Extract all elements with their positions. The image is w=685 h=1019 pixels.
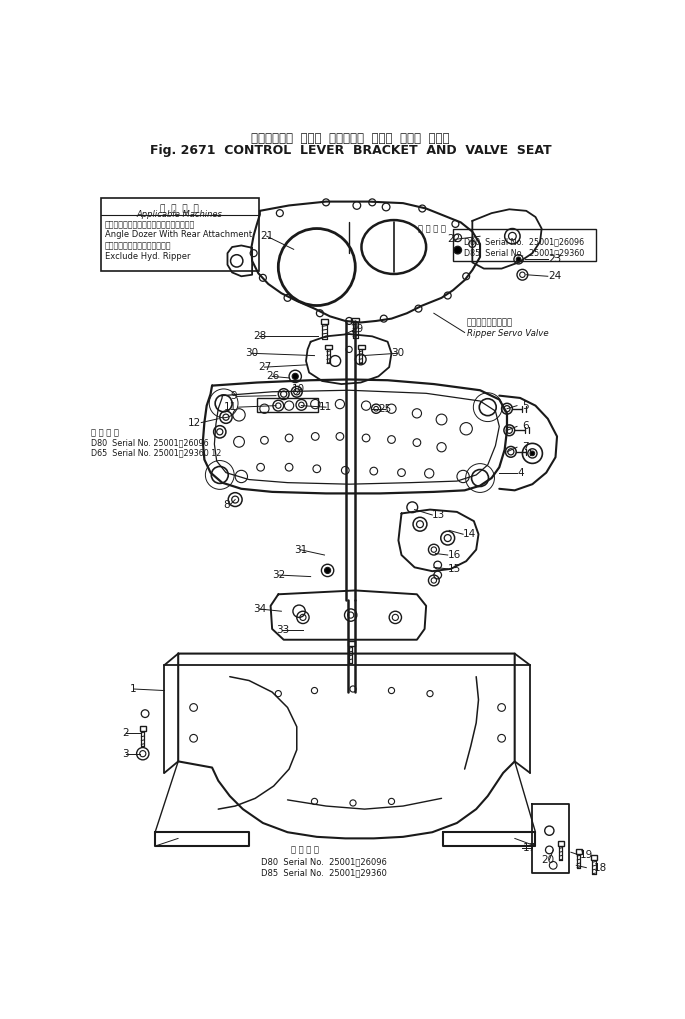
Text: 22: 22 — [448, 234, 461, 245]
Text: 19: 19 — [580, 850, 593, 860]
Text: 27: 27 — [258, 362, 271, 372]
Text: リッパサーボバルブ: リッパサーボバルブ — [467, 319, 513, 328]
Text: ハイドロリックリッパーは除く: ハイドロリックリッパーは除く — [105, 242, 171, 251]
Text: 適 用 号 機: 適 用 号 機 — [419, 224, 447, 233]
Text: Applicable Machines: Applicable Machines — [137, 210, 223, 219]
Circle shape — [516, 257, 521, 262]
Text: Exclude Hyd. Ripper: Exclude Hyd. Ripper — [105, 252, 190, 261]
Text: 31: 31 — [294, 544, 307, 554]
Text: 20: 20 — [542, 855, 555, 865]
Text: 9: 9 — [231, 391, 238, 401]
Circle shape — [454, 247, 462, 254]
Text: 1: 1 — [129, 684, 136, 694]
Bar — [140, 726, 146, 731]
Text: 28: 28 — [253, 331, 266, 341]
Text: アングルドーザ後方アタッチメント装備車: アングルドーザ後方アタッチメント装備車 — [105, 221, 195, 230]
Bar — [351, 318, 359, 322]
Bar — [358, 344, 364, 350]
Bar — [325, 344, 332, 350]
Text: 26: 26 — [266, 371, 279, 381]
Text: 適 用 号 機: 適 用 号 機 — [291, 846, 319, 854]
Bar — [575, 849, 582, 854]
Text: 6: 6 — [523, 422, 529, 431]
Text: 2: 2 — [122, 728, 129, 738]
Text: 11: 11 — [224, 403, 238, 412]
Text: 14: 14 — [463, 529, 476, 539]
Bar — [591, 855, 597, 860]
Text: D65  Serial No. 25001～29360 12: D65 Serial No. 25001～29360 12 — [91, 448, 221, 457]
Bar — [558, 842, 564, 846]
Text: 16: 16 — [448, 550, 461, 560]
Text: D80  Serial No. 25001～26096: D80 Serial No. 25001～26096 — [91, 438, 209, 447]
Text: 21: 21 — [260, 231, 274, 242]
Text: 3: 3 — [122, 749, 129, 759]
Text: 適  用  機  種: 適 用 機 種 — [160, 204, 199, 213]
Text: 4: 4 — [517, 468, 523, 478]
Bar — [347, 641, 355, 646]
Text: 11: 11 — [319, 403, 332, 412]
Circle shape — [530, 451, 535, 455]
Bar — [257, 398, 319, 412]
Text: 24: 24 — [548, 271, 561, 281]
Text: 30: 30 — [245, 348, 258, 359]
Text: 25: 25 — [378, 404, 392, 414]
Text: Ripper Servo Valve: Ripper Servo Valve — [467, 329, 549, 337]
Text: 13: 13 — [432, 510, 445, 520]
Bar — [101, 198, 259, 271]
Bar — [321, 319, 328, 324]
Circle shape — [292, 373, 298, 379]
Text: 8: 8 — [223, 500, 229, 510]
Text: コントロール  レバー  ブラケット  および  バルブ  シート: コントロール レバー ブラケット および バルブ シート — [251, 132, 450, 146]
Circle shape — [325, 568, 331, 574]
Text: 適 用 号 機: 適 用 号 機 — [91, 428, 119, 437]
Text: 5: 5 — [523, 400, 529, 411]
Text: 12: 12 — [188, 418, 201, 428]
Text: 7: 7 — [523, 442, 529, 452]
Text: 32: 32 — [272, 570, 286, 580]
Text: 23: 23 — [548, 255, 561, 264]
Text: 17: 17 — [523, 843, 536, 853]
Text: 29: 29 — [351, 324, 364, 333]
Text: 18: 18 — [594, 863, 607, 872]
Text: 33: 33 — [276, 626, 289, 636]
Text: 15: 15 — [448, 564, 461, 574]
Text: Fig. 2671  CONTROL  LEVER  BRACKET  AND  VALVE  SEAT: Fig. 2671 CONTROL LEVER BRACKET AND VALV… — [150, 144, 551, 157]
Text: 30: 30 — [392, 348, 405, 359]
Text: 34: 34 — [253, 604, 266, 613]
Text: D85  Serial No.  25001～29360: D85 Serial No. 25001～29360 — [260, 868, 386, 877]
Bar — [453, 228, 595, 261]
Text: Angle Dozer With Rear Attachment: Angle Dozer With Rear Attachment — [105, 230, 252, 239]
Text: D80  Serial No.  25001～26096: D80 Serial No. 25001～26096 — [260, 858, 386, 866]
Text: D85  Serial No.  25001～29360: D85 Serial No. 25001～29360 — [464, 249, 584, 258]
Text: 10: 10 — [291, 384, 305, 394]
Text: D80  Serial No.  25001～26096: D80 Serial No. 25001～26096 — [464, 237, 584, 247]
